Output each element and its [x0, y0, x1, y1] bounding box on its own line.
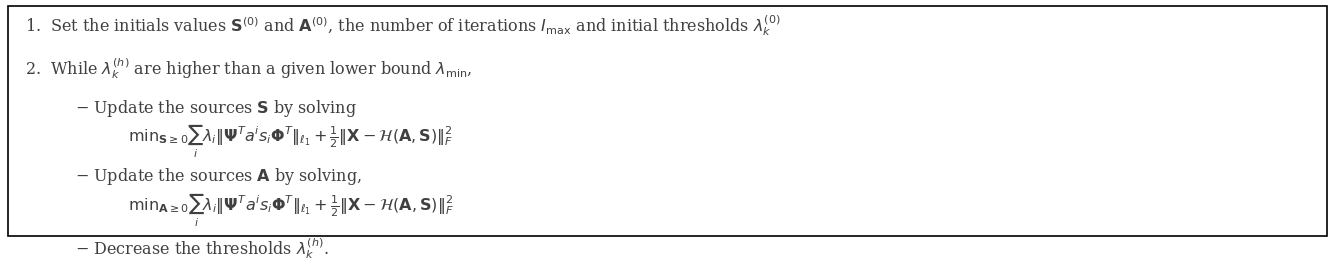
Text: 1.  Set the initials values $\mathbf{S}^{(0)}$ and $\mathbf{A}^{(0)}$, the numbe: 1. Set the initials values $\mathbf{S}^{…	[25, 13, 781, 38]
Text: 2.  While $\lambda_k^{(h)}$ are higher than a given lower bound $\lambda_{\mathr: 2. While $\lambda_k^{(h)}$ are higher th…	[25, 56, 473, 81]
FancyBboxPatch shape	[8, 6, 1327, 236]
Text: $\mathrm{min}_{\mathbf{A}\geq 0}\sum_i \lambda_i \|\boldsymbol{\Psi}^T a^i s_i \: $\mathrm{min}_{\mathbf{A}\geq 0}\sum_i \…	[128, 191, 454, 229]
Text: $-$ Decrease the thresholds $\lambda_k^{(h)}$.: $-$ Decrease the thresholds $\lambda_k^{…	[75, 236, 328, 261]
Text: $-$ Update the sources $\mathbf{S}$ by solving: $-$ Update the sources $\mathbf{S}$ by s…	[75, 98, 356, 118]
Text: $\mathrm{min}_{\mathbf{S}\geq 0}\sum_i \lambda_i \|\boldsymbol{\Psi}^T a^i s_i \: $\mathrm{min}_{\mathbf{S}\geq 0}\sum_i \…	[128, 123, 454, 160]
Text: $-$ Update the sources $\mathbf{A}$ by solving,: $-$ Update the sources $\mathbf{A}$ by s…	[75, 166, 362, 187]
